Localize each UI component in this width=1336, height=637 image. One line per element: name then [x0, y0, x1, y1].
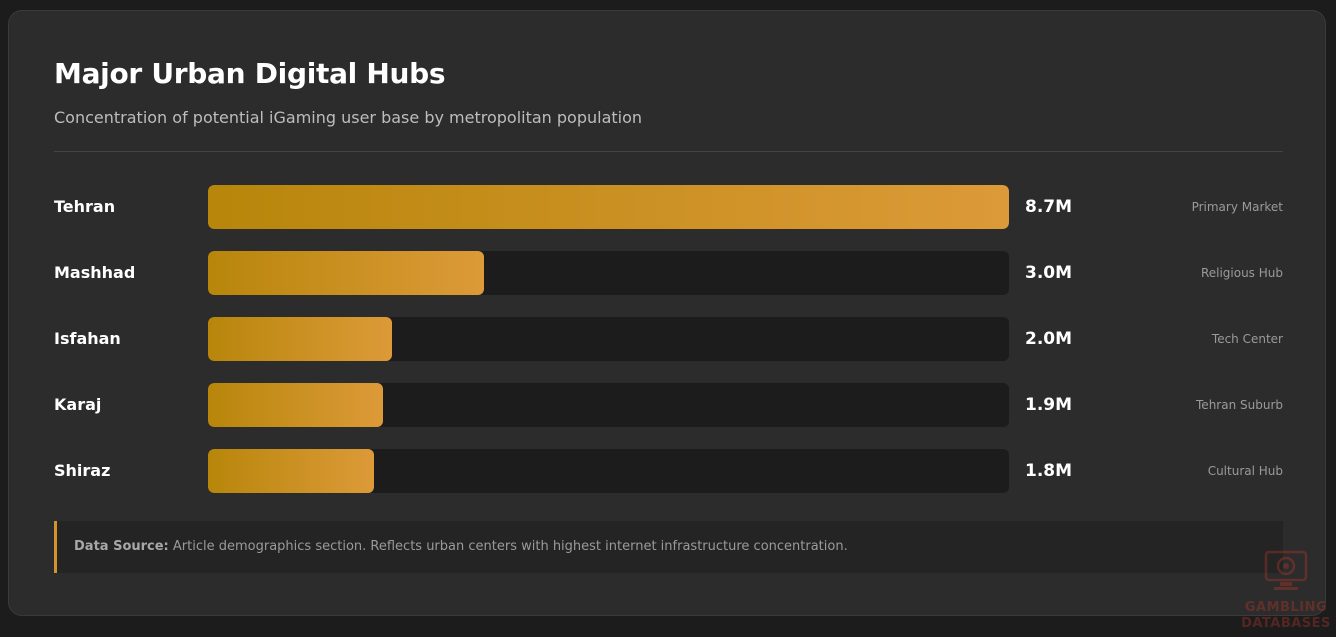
data-source-text: Article demographics section. Reflects u… [172, 539, 848, 554]
bar-row: Shiraz 1.8M Cultural Hub [54, 449, 1283, 493]
watermark-text: GAMBLING DATABASES [1240, 600, 1332, 632]
bar [208, 383, 383, 427]
value-label: 2.0M [1025, 329, 1073, 349]
bar-track [208, 449, 1009, 493]
data-source-label: Data Source: [74, 539, 169, 554]
chart-title: Major Urban Digital Hubs [54, 57, 446, 90]
category-label: Mashhad [54, 263, 136, 282]
chart-card: Major Urban Digital Hubs Concentration o… [8, 10, 1326, 616]
category-label: Isfahan [54, 329, 121, 348]
category-tag: Primary Market [1191, 200, 1283, 214]
bar-track [208, 251, 1009, 295]
bar-row: Tehran 8.7M Primary Market [54, 185, 1283, 229]
category-tag: Tech Center [1211, 332, 1283, 346]
bar [208, 449, 374, 493]
bar-track [208, 185, 1009, 229]
value-label: 8.7M [1025, 197, 1073, 217]
bar-row: Isfahan 2.0M Tech Center [54, 317, 1283, 361]
value-label: 3.0M [1025, 263, 1073, 283]
watermark-line2: DATABASES [1241, 616, 1331, 631]
bar-row: Karaj 1.9M Tehran Suburb [54, 383, 1283, 427]
bar-track [208, 317, 1009, 361]
category-label: Karaj [54, 395, 102, 414]
monitor-chip-icon [1264, 550, 1308, 590]
watermark-logo: GAMBLING DATABASES [1240, 548, 1332, 634]
header-divider [54, 151, 1283, 152]
bar-track [208, 383, 1009, 427]
category-label: Tehran [54, 197, 116, 216]
value-label: 1.8M [1025, 461, 1073, 481]
bar [208, 185, 1009, 229]
data-source-note: Data Source: Article demographics sectio… [54, 521, 1283, 573]
bar [208, 317, 393, 361]
chart-subtitle: Concentration of potential iGaming user … [54, 108, 643, 127]
category-tag: Religious Hub [1200, 266, 1283, 280]
bar [208, 251, 485, 295]
category-tag: Cultural Hub [1207, 464, 1283, 478]
watermark-line1: GAMBLING [1244, 600, 1328, 615]
value-label: 1.9M [1025, 395, 1073, 415]
bar-row: Mashhad 3.0M Religious Hub [54, 251, 1283, 295]
category-tag: Tehran Suburb [1196, 398, 1283, 412]
category-label: Shiraz [54, 461, 111, 480]
bar-rows: Tehran 8.7M Primary Market Mashhad 3.0M Relig… [54, 185, 1283, 515]
